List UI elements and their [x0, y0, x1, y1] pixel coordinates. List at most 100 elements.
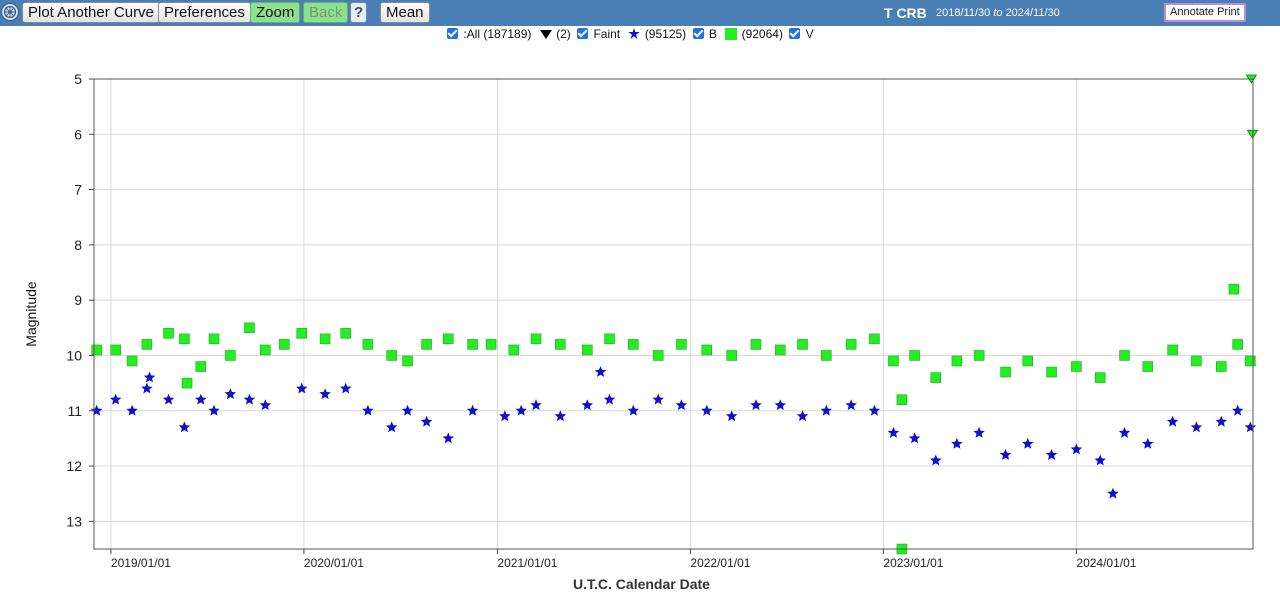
- aavso-logo-icon[interactable]: [1, 3, 19, 21]
- v-point: [582, 344, 593, 356]
- v-point: [1191, 355, 1202, 367]
- y-tick-label: 8: [74, 237, 82, 253]
- date-range: 2018/11/30 to 2024/11/30: [936, 7, 1060, 19]
- range-to-word: to: [993, 7, 1003, 19]
- legend-b-label: B: [708, 26, 717, 41]
- b-point: [401, 404, 414, 416]
- v-point: [195, 361, 207, 372]
- b-point: [208, 404, 220, 416]
- square-icon: [725, 27, 738, 40]
- plot-another-curve-button[interactable]: Plot Another Curve: [22, 2, 160, 23]
- v-point: [821, 350, 832, 361]
- x-tick-label: 2021/01/01: [497, 556, 557, 570]
- v-point: [260, 344, 271, 356]
- b-point: [908, 432, 921, 444]
- v-point: [797, 339, 808, 350]
- v-point: [750, 339, 762, 350]
- v-point: [1071, 361, 1082, 372]
- x-tick-label: 2024/01/01: [1076, 556, 1136, 570]
- b-point: [1094, 454, 1106, 466]
- v-point: [1216, 361, 1227, 372]
- v-point: [888, 355, 899, 367]
- y-tick-label: 5: [74, 71, 82, 87]
- v-checkbox[interactable]: [789, 28, 801, 40]
- b-point: [581, 399, 593, 411]
- b-point: [1022, 437, 1034, 449]
- b-point: [1142, 437, 1154, 449]
- preferences-button[interactable]: Preferences: [158, 2, 251, 23]
- v-point: [1000, 366, 1011, 378]
- x-tick-label: 2020/01/01: [304, 556, 364, 570]
- star-icon: [628, 27, 641, 39]
- mean-button[interactable]: Mean: [380, 2, 430, 23]
- b-point: [868, 404, 881, 416]
- v-point: [208, 333, 220, 345]
- b-point: [652, 393, 664, 405]
- b-point: [126, 404, 138, 416]
- x-tick-label: 2022/01/01: [690, 556, 750, 570]
- faint-series: [1245, 74, 1259, 140]
- light-curve-chart[interactable]: 5 6 7 8 9 10 11 12 13 2019/01/01 2020/01/01 2021/01…: [0, 44, 1280, 614]
- back-button[interactable]: Back: [303, 2, 349, 23]
- b-point: [530, 399, 542, 411]
- legend-all-label: :All (187189): [463, 26, 532, 41]
- v-point: [141, 339, 153, 350]
- b-point: [1190, 421, 1203, 433]
- v-point: [225, 350, 236, 361]
- b-point: [603, 393, 616, 405]
- b-point: [90, 404, 103, 416]
- zoom-button[interactable]: Zoom: [250, 2, 301, 23]
- b-point: [442, 432, 454, 444]
- b-point: [319, 388, 331, 399]
- b-point: [701, 404, 713, 416]
- legend-b-count: (95125): [644, 26, 687, 41]
- b-point: [259, 399, 271, 411]
- b-series: [90, 366, 1257, 499]
- x-tick-label: 2023/01/01: [883, 556, 943, 570]
- y-tick-label: 12: [66, 458, 82, 474]
- plot-frame: [93, 78, 1254, 550]
- b-point: [296, 382, 308, 394]
- toolbar: Plot Another Curve Preferences Zoom Back…: [0, 0, 1280, 26]
- y-tick-label: 13: [66, 513, 82, 529]
- b-point: [930, 454, 942, 466]
- b-point: [515, 404, 527, 416]
- b-point: [340, 382, 352, 394]
- v-point: [845, 339, 857, 350]
- legend-v-count: (92064): [741, 26, 783, 41]
- legend: :All (187189) (2) Faint (95125) B (92064…: [447, 26, 817, 42]
- faint-point: [1246, 129, 1259, 140]
- x-tick-label: 2019/01/01: [111, 556, 171, 570]
- v-point: [467, 339, 478, 350]
- v-point: [1167, 344, 1178, 356]
- b-point: [750, 399, 762, 411]
- all-checkbox[interactable]: [447, 28, 458, 40]
- b-point: [110, 393, 122, 405]
- b-point: [362, 404, 374, 416]
- v-point: [362, 339, 374, 350]
- b-point: [1166, 415, 1179, 427]
- b-point: [178, 421, 191, 433]
- v-point: [1245, 355, 1256, 367]
- help-button[interactable]: ?: [350, 2, 368, 23]
- v-point: [126, 355, 138, 367]
- v-point: [1232, 339, 1243, 350]
- b-point: [1045, 449, 1058, 460]
- v-point: [1142, 361, 1154, 372]
- faint-checkbox[interactable]: [577, 28, 589, 40]
- b-point: [386, 421, 398, 433]
- v-point: [676, 339, 687, 350]
- v-point: [179, 333, 190, 345]
- v-point: [555, 339, 566, 350]
- b-point: [973, 426, 985, 438]
- v-point: [244, 322, 255, 334]
- annotate-print-button[interactable]: Annotate Print: [1164, 3, 1246, 22]
- v-point: [896, 394, 908, 405]
- b-point: [162, 393, 175, 405]
- b-point: [224, 388, 237, 399]
- b-point: [845, 399, 857, 411]
- b-point: [796, 410, 809, 422]
- b-checkbox[interactable]: [692, 28, 704, 40]
- b-point: [1118, 426, 1131, 438]
- v-point: [508, 344, 520, 356]
